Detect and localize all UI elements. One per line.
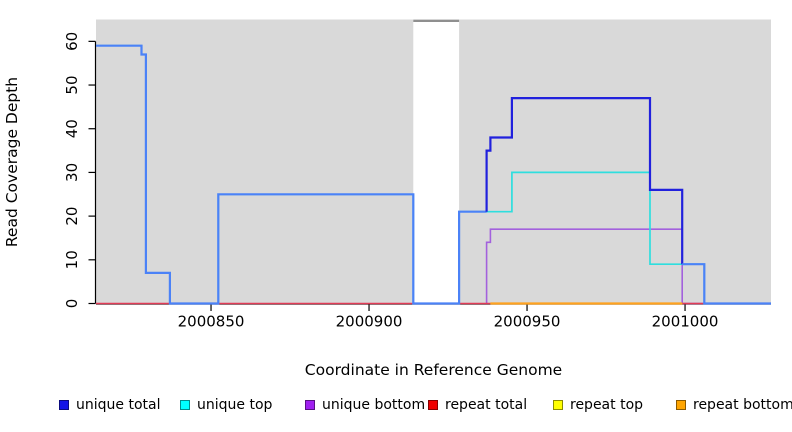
y-tick-label: 20: [63, 207, 81, 226]
x-tick-label: 2000850: [178, 313, 245, 331]
legend-label: repeat bottom: [693, 397, 792, 413]
repeat-top-swatch-icon: [553, 400, 563, 410]
legend-item-unique-total: unique total: [59, 396, 160, 414]
legend-label: repeat total: [445, 397, 528, 413]
y-tick-label: 30: [63, 163, 81, 182]
y-tick-label: 10: [63, 250, 81, 269]
y-axis-title: Read Coverage Depth: [3, 76, 21, 248]
x-tick-label: 2000900: [336, 313, 403, 331]
x-tick-label: 2000950: [494, 313, 561, 331]
y-tick-label: 50: [63, 75, 81, 94]
legend-label: unique top: [197, 397, 273, 413]
x-axis-title: Coordinate in Reference Genome: [304, 361, 563, 379]
y-tick-label: 0: [63, 299, 81, 309]
series-unique-total: [682, 263, 771, 305]
legend-item-unique-bottom: unique bottom: [305, 396, 425, 414]
legend-item-repeat-bottom: repeat bottom: [676, 396, 792, 414]
unique-top-swatch-icon: [180, 400, 190, 410]
y-tick-label: 60: [63, 32, 81, 51]
repeat-bottom-swatch-icon: [676, 400, 686, 410]
legend-item-unique-top: unique top: [180, 396, 272, 414]
x-tick-label: 2001000: [652, 313, 719, 331]
legend-item-repeat-total: repeat total: [428, 396, 527, 414]
coverage-gap-band: [413, 19, 460, 304]
repeat-total-swatch-icon: [428, 400, 438, 410]
series-unique-total: [96, 44, 487, 305]
legend: unique total unique top unique bottom re…: [0, 396, 792, 418]
unique-total-swatch-icon: [59, 400, 69, 410]
legend-label: unique total: [76, 397, 161, 413]
legend-label: repeat top: [570, 397, 644, 413]
unique-bottom-swatch-icon: [305, 400, 315, 410]
chart-svg: 2000850 2000900 2000950 2001000 0 10 20 30 40 50 6…: [63, 19, 771, 331]
plot-area: 2000850 2000900 2000950 2001000 0 10 20 30 40 50 6…: [63, 19, 771, 331]
series-unique-total: [485, 97, 684, 265]
legend-label: unique bottom: [322, 397, 426, 413]
y-tick-label: 40: [63, 119, 81, 138]
legend-item-repeat-top: repeat top: [553, 396, 643, 414]
